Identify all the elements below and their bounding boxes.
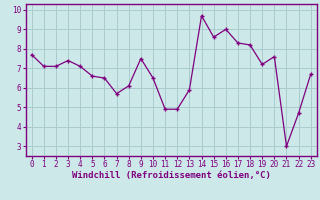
- X-axis label: Windchill (Refroidissement éolien,°C): Windchill (Refroidissement éolien,°C): [72, 171, 271, 180]
